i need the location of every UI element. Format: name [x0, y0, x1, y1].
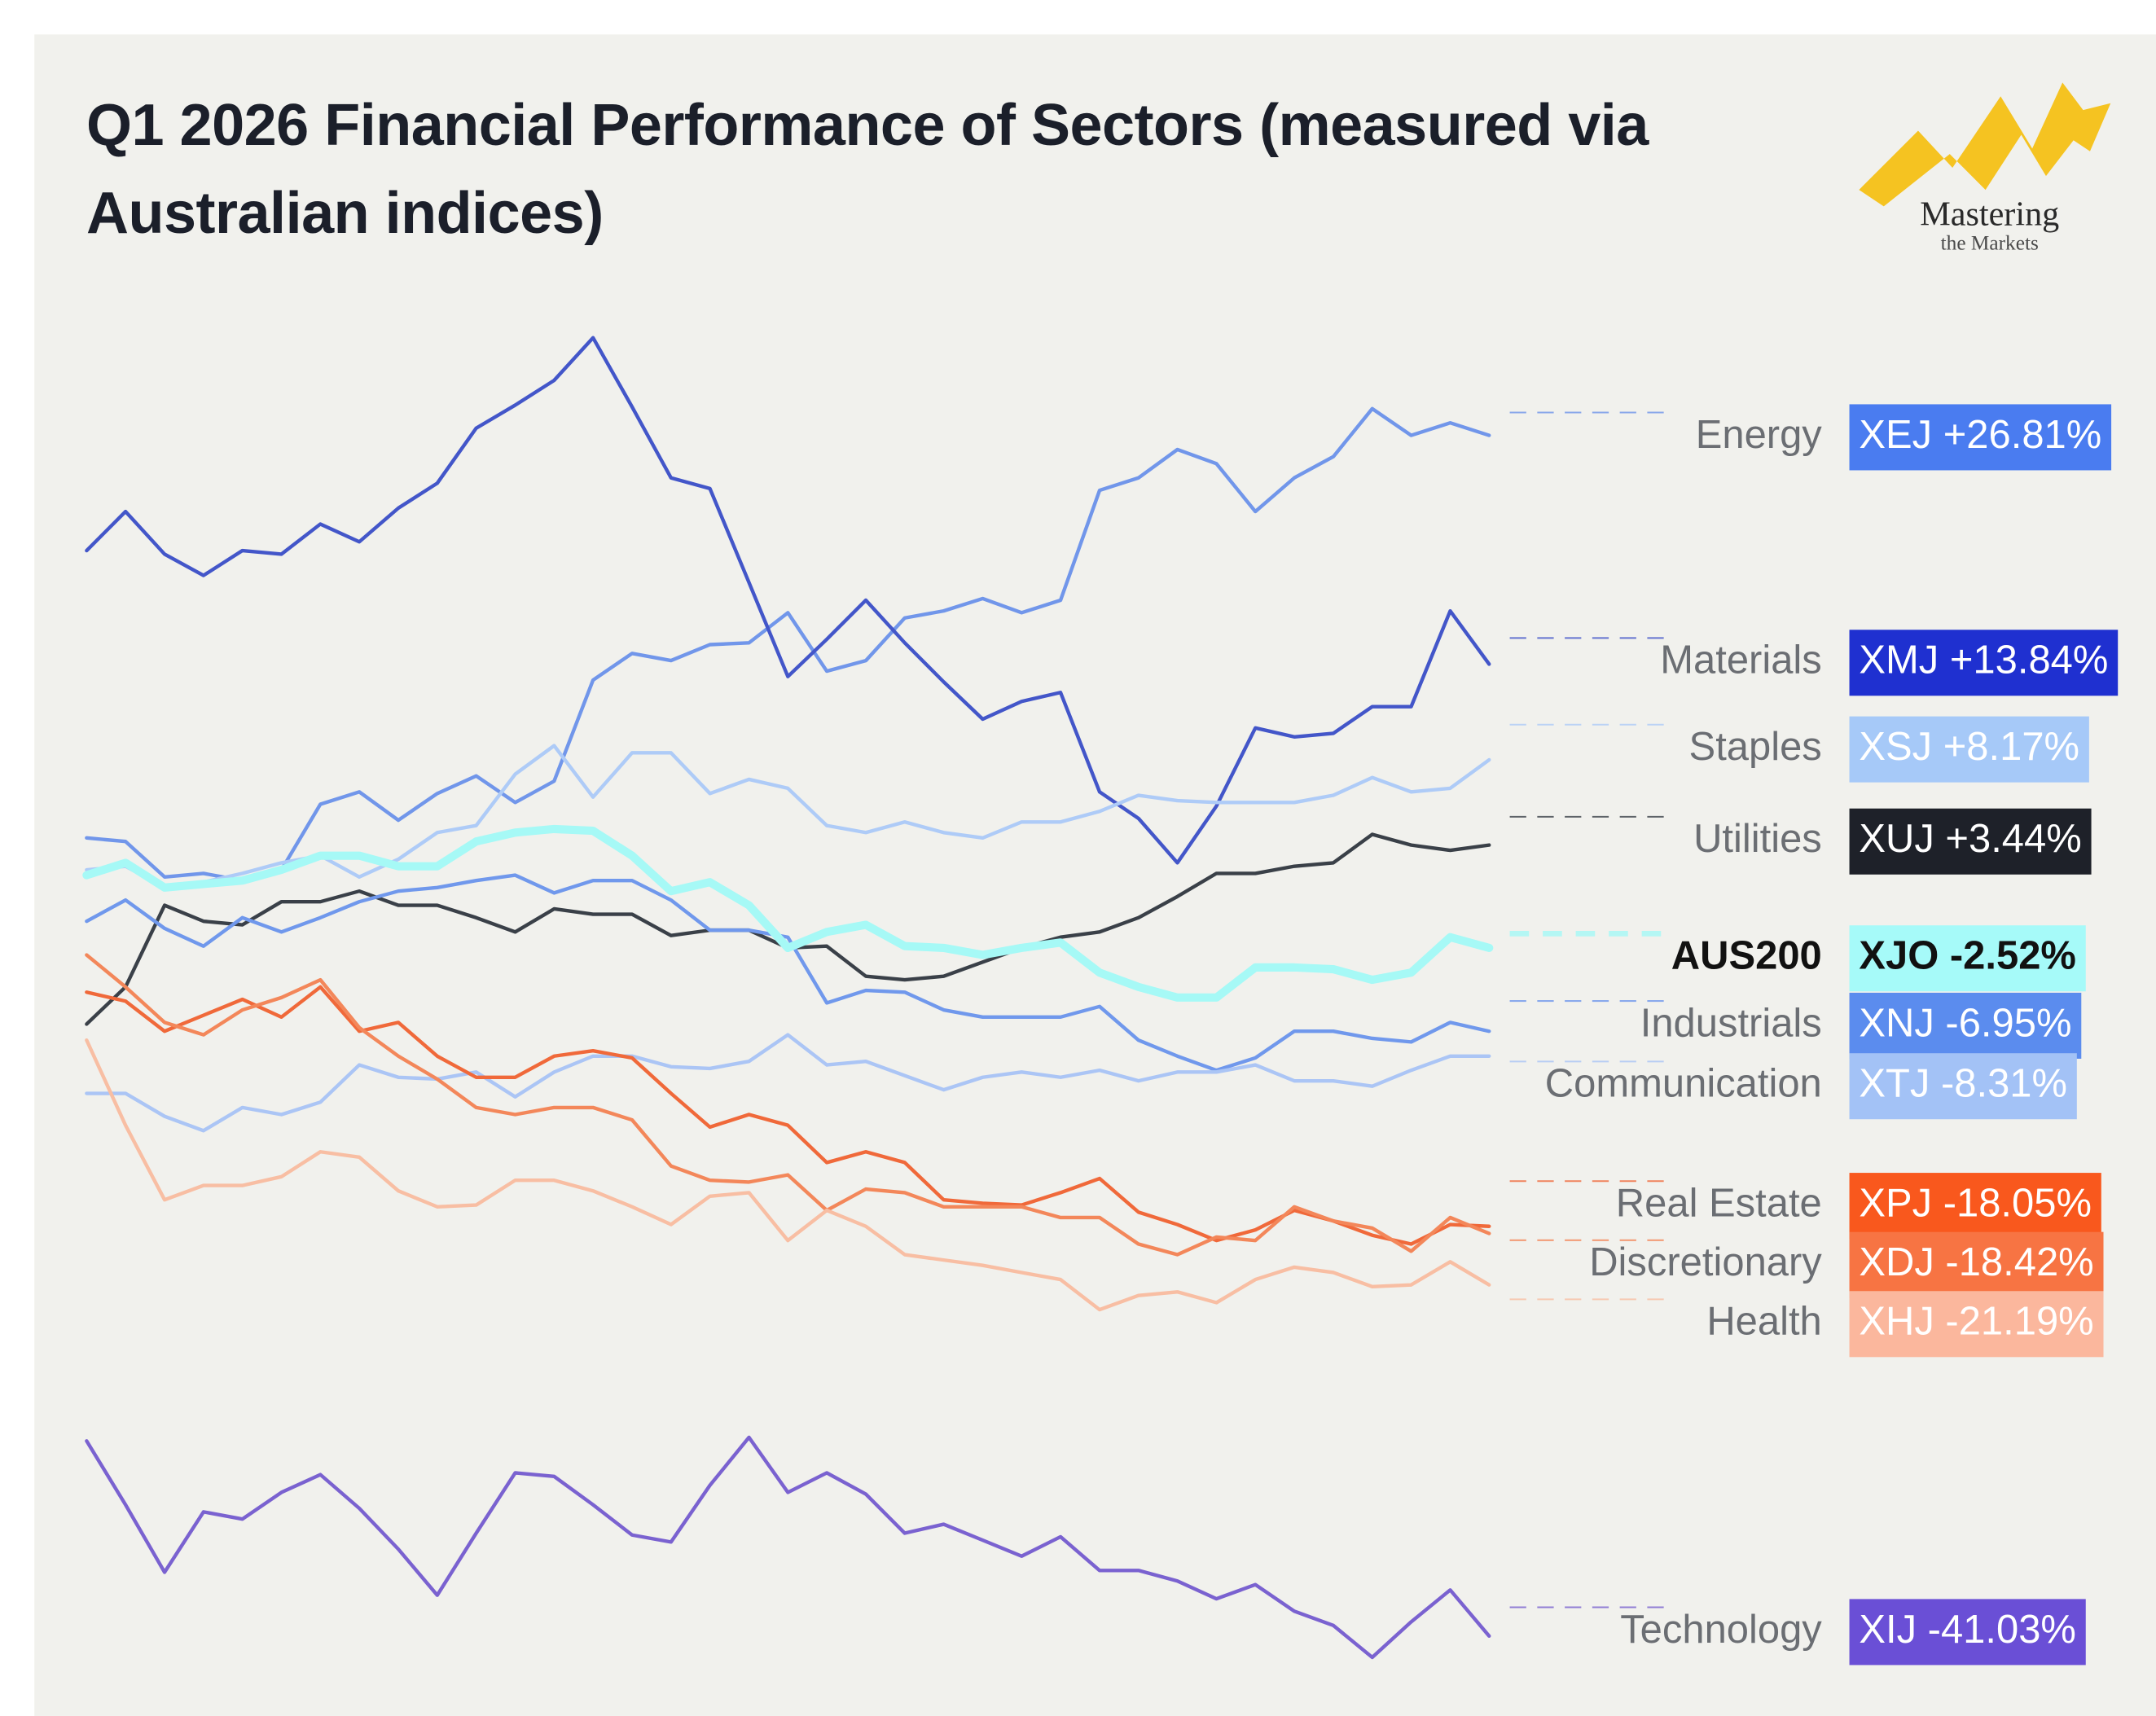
badge — [1849, 992, 2082, 1059]
series-label: Discretionary — [1589, 1240, 1822, 1284]
badge-text: XEJ +26.81% — [1859, 413, 2101, 457]
logo-arrow — [1859, 82, 2111, 207]
series-line — [85, 1038, 1491, 1312]
badge — [1849, 716, 2089, 783]
badge-text: XPJ -18.05% — [1859, 1182, 2092, 1226]
series-label: Industrials — [1640, 1001, 1822, 1045]
badge — [1849, 925, 2086, 992]
badge — [1849, 1173, 2101, 1240]
badge — [1849, 1053, 2077, 1120]
series-line — [85, 985, 1491, 1246]
badge-text: XNJ -6.95% — [1859, 1001, 2071, 1045]
chart-title: Q1 2026 Financial Performance of Sectors… — [86, 93, 1649, 246]
series-label: Technology — [1620, 1608, 1822, 1652]
series-label: Materials — [1660, 639, 1822, 682]
badge-text: XDJ -18.42% — [1859, 1240, 2093, 1284]
series-line — [85, 953, 1491, 1257]
series-label: Real Estate — [1616, 1182, 1822, 1226]
series-line — [85, 406, 1491, 883]
series-line — [82, 824, 1494, 1002]
logo-tagline: the Markets — [1941, 231, 2039, 254]
badge-text: XJO -2.52% — [1859, 934, 2076, 978]
series-line — [85, 1033, 1491, 1133]
series-line — [85, 873, 1491, 1073]
card-background — [34, 34, 2156, 1716]
badge-text: XHJ -21.19% — [1859, 1300, 2093, 1344]
badge-text: XUJ +3.44% — [1859, 817, 2081, 861]
series-label: Utilities — [1693, 817, 1822, 861]
badge — [1849, 1231, 2104, 1298]
series-label: Health — [1706, 1300, 1821, 1344]
badge-text: XSJ +8.17% — [1859, 725, 2079, 769]
series-label: AUS200 — [1671, 934, 1822, 978]
series-label: Energy — [1696, 413, 1823, 457]
badge-text: XTJ -8.31% — [1859, 1062, 2067, 1106]
logo: Mastering the Markets — [1859, 82, 2111, 254]
badge — [1849, 630, 2119, 696]
badge-text: XMJ +13.84% — [1859, 639, 2108, 682]
logo-name: Mastering — [1920, 195, 2059, 234]
badge — [1849, 404, 2112, 471]
series-label: Communication — [1545, 1062, 1822, 1106]
badge — [1849, 1599, 2086, 1666]
badge — [1849, 1291, 2104, 1358]
series-line — [85, 336, 1491, 865]
badge-text: XIJ -41.03% — [1859, 1608, 2076, 1652]
series-label: Staples — [1689, 725, 1822, 769]
series-line — [85, 1435, 1491, 1660]
labels: Energy XEJ +26.81% Materials XMJ +13.84% Sta… — [1509, 404, 2119, 1666]
lines — [82, 336, 1494, 1660]
badge — [1849, 808, 2092, 875]
